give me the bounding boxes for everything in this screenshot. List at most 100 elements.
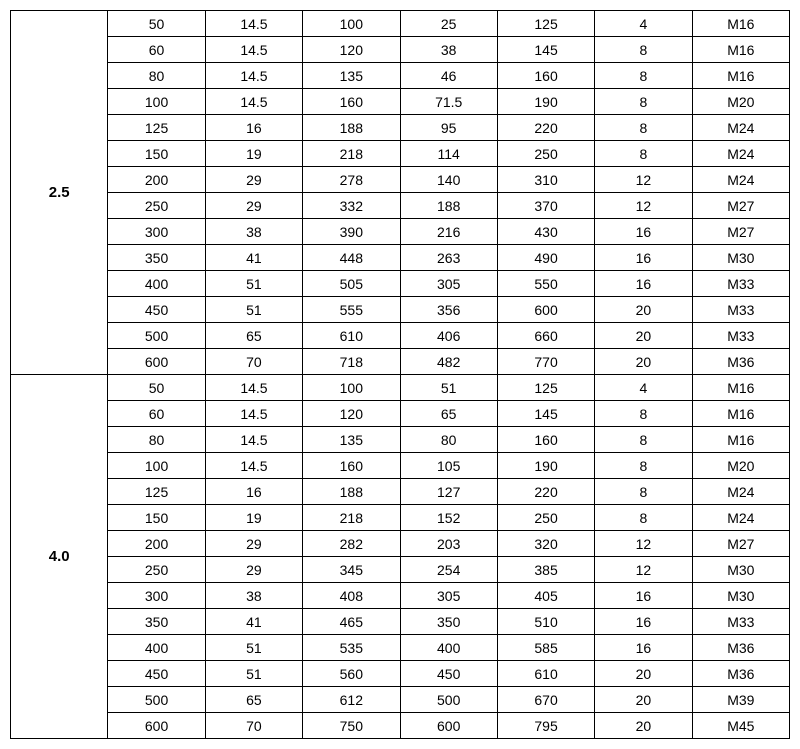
table-cell: 560 xyxy=(303,661,400,687)
table-cell: 80 xyxy=(108,63,205,89)
table-cell: 14.5 xyxy=(205,37,302,63)
table-cell: 188 xyxy=(303,115,400,141)
table-cell: 400 xyxy=(108,635,205,661)
table-cell: 160 xyxy=(497,427,594,453)
table-cell: 20 xyxy=(595,349,692,375)
table-cell: 408 xyxy=(303,583,400,609)
table-cell: 310 xyxy=(497,167,594,193)
table-cell: 12 xyxy=(595,557,692,583)
table-cell: 300 xyxy=(108,219,205,245)
table-cell: 8 xyxy=(595,427,692,453)
table-row: 12516188952208M24 xyxy=(11,115,790,141)
table-cell: 152 xyxy=(400,505,497,531)
table-cell: 385 xyxy=(497,557,594,583)
spec-table: 2.55014.5100251254M166014.5120381458M168… xyxy=(10,10,790,739)
table-cell: 370 xyxy=(497,193,594,219)
table-cell: 127 xyxy=(400,479,497,505)
table-cell: 250 xyxy=(108,193,205,219)
table-cell: 60 xyxy=(108,37,205,63)
table-cell: 50 xyxy=(108,375,205,401)
table-cell: M24 xyxy=(692,479,789,505)
table-cell: 20 xyxy=(595,713,692,739)
table-cell: 450 xyxy=(108,297,205,323)
table-cell: 600 xyxy=(497,297,594,323)
table-cell: 250 xyxy=(497,141,594,167)
table-cell: 600 xyxy=(108,349,205,375)
table-cell: 8 xyxy=(595,63,692,89)
table-cell: 20 xyxy=(595,297,692,323)
table-cell: 612 xyxy=(303,687,400,713)
table-cell: 282 xyxy=(303,531,400,557)
table-row: 2.55014.5100251254M16 xyxy=(11,11,790,37)
table-cell: 510 xyxy=(497,609,594,635)
table-cell: M30 xyxy=(692,245,789,271)
table-cell: 38 xyxy=(205,219,302,245)
table-row: 10014.51601051908M20 xyxy=(11,453,790,479)
table-row: 10014.516071.51908M20 xyxy=(11,89,790,115)
table-cell: 190 xyxy=(497,89,594,115)
table-cell: 350 xyxy=(108,609,205,635)
table-cell: 500 xyxy=(400,687,497,713)
table-cell: 51 xyxy=(205,271,302,297)
table-cell: 16 xyxy=(205,479,302,505)
table-cell: 14.5 xyxy=(205,401,302,427)
table-cell: 500 xyxy=(108,687,205,713)
table-cell: 356 xyxy=(400,297,497,323)
table-cell: 505 xyxy=(303,271,400,297)
table-cell: 770 xyxy=(497,349,594,375)
table-cell: M24 xyxy=(692,115,789,141)
table-cell: 200 xyxy=(108,167,205,193)
table-cell: 38 xyxy=(205,583,302,609)
table-cell: 490 xyxy=(497,245,594,271)
table-cell: 114 xyxy=(400,141,497,167)
table-cell: 41 xyxy=(205,609,302,635)
table-cell: 100 xyxy=(303,375,400,401)
table-cell: 465 xyxy=(303,609,400,635)
table-cell: 70 xyxy=(205,349,302,375)
table-cell: 795 xyxy=(497,713,594,739)
table-cell: 350 xyxy=(108,245,205,271)
table-cell: 100 xyxy=(108,453,205,479)
table-cell: 29 xyxy=(205,557,302,583)
table-cell: 160 xyxy=(303,453,400,479)
table-cell: 150 xyxy=(108,505,205,531)
table-row: 150192181142508M24 xyxy=(11,141,790,167)
spec-table-body: 2.55014.5100251254M166014.5120381458M168… xyxy=(11,11,790,739)
table-cell: 430 xyxy=(497,219,594,245)
table-cell: 8 xyxy=(595,453,692,479)
table-cell: 160 xyxy=(497,63,594,89)
table-cell: 19 xyxy=(205,505,302,531)
table-cell: 29 xyxy=(205,531,302,557)
table-cell: 390 xyxy=(303,219,400,245)
table-cell: 218 xyxy=(303,141,400,167)
table-cell: 500 xyxy=(108,323,205,349)
table-cell: 220 xyxy=(497,115,594,141)
table-cell: 8 xyxy=(595,89,692,115)
table-cell: M33 xyxy=(692,323,789,349)
table-cell: M24 xyxy=(692,141,789,167)
table-cell: M27 xyxy=(692,531,789,557)
table-cell: 450 xyxy=(400,661,497,687)
table-cell: 448 xyxy=(303,245,400,271)
table-cell: 120 xyxy=(303,37,400,63)
table-cell: 600 xyxy=(108,713,205,739)
table-cell: 188 xyxy=(303,479,400,505)
table-cell: 250 xyxy=(108,557,205,583)
table-row: 6014.5120651458M16 xyxy=(11,401,790,427)
table-cell: 70 xyxy=(205,713,302,739)
table-cell: 71.5 xyxy=(400,89,497,115)
table-cell: 4 xyxy=(595,375,692,401)
table-cell: M16 xyxy=(692,11,789,37)
table-cell: 718 xyxy=(303,349,400,375)
table-cell: 16 xyxy=(595,609,692,635)
table-cell: 332 xyxy=(303,193,400,219)
table-cell: M27 xyxy=(692,193,789,219)
table-row: 5006561250067020M39 xyxy=(11,687,790,713)
table-cell: 305 xyxy=(400,271,497,297)
table-cell: 610 xyxy=(303,323,400,349)
table-row: 8014.5135461608M16 xyxy=(11,63,790,89)
table-cell: 38 xyxy=(400,37,497,63)
table-cell: 65 xyxy=(400,401,497,427)
table-cell: M16 xyxy=(692,427,789,453)
table-cell: 51 xyxy=(205,635,302,661)
